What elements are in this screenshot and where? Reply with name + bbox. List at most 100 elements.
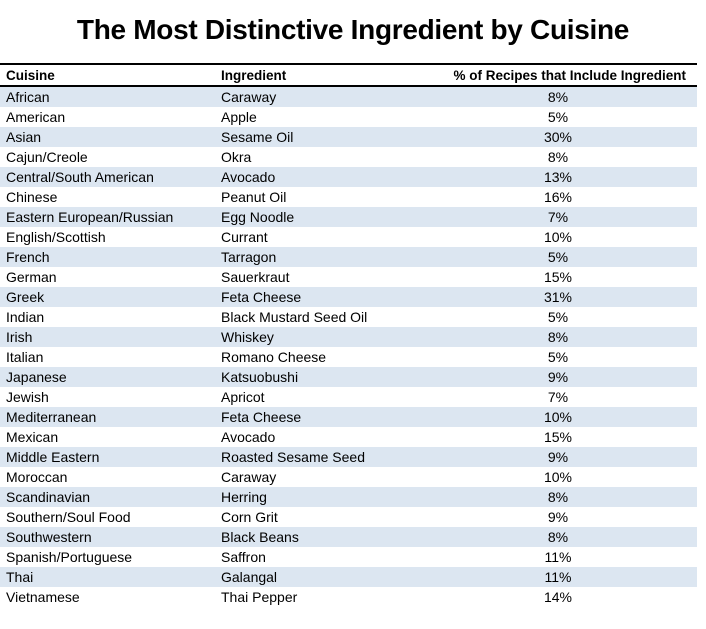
ingredient-cell: Peanut Oil bbox=[221, 189, 287, 205]
percent-cell: 11% bbox=[544, 549, 572, 565]
ingredient-cell: Feta Cheese bbox=[221, 407, 419, 427]
table-header: Cuisine Ingredient % of Recipes that Inc… bbox=[0, 63, 697, 87]
cuisine-cell: African bbox=[0, 86, 221, 107]
percent-cell: 7% bbox=[419, 207, 697, 227]
table-row: Irish Whiskey 8% bbox=[0, 327, 697, 347]
table-row: Jewish Apricot 7% bbox=[0, 387, 697, 407]
ingredient-cell: Galangal bbox=[221, 567, 419, 587]
cuisine-cell: Southern/Soul Food bbox=[6, 509, 131, 525]
cuisine-cell: Eastern European/Russian bbox=[0, 207, 221, 227]
percent-cell: 16% bbox=[543, 189, 573, 205]
table-row: Spanish/Portuguese Saffron 11% bbox=[0, 547, 697, 567]
table-row: German Sauerkraut 15% bbox=[0, 267, 697, 287]
table-row: English/Scottish Currant 10% bbox=[0, 227, 697, 247]
percent-cell: 9% bbox=[547, 509, 569, 525]
percent-cell: 15% bbox=[543, 429, 573, 445]
cuisine-cell: Cajun/Creole bbox=[6, 149, 88, 165]
percent-cell: 13% bbox=[419, 167, 697, 187]
cuisine-cell: Greek bbox=[0, 287, 221, 307]
percent-cell: 5% bbox=[547, 109, 569, 125]
cuisine-cell: English/Scottish bbox=[6, 229, 106, 245]
ingredient-cell: Tarragon bbox=[221, 247, 419, 267]
table-row: Thai Galangal 11% bbox=[0, 567, 697, 587]
percent-cell: 30% bbox=[419, 127, 697, 147]
ingredient-cell: Black Mustard Seed Oil bbox=[221, 309, 368, 325]
ingredient-cell: Apricot bbox=[221, 389, 265, 405]
column-header-cuisine: Cuisine bbox=[0, 63, 221, 87]
table-row: Japanese Katsuobushi 9% bbox=[0, 367, 697, 387]
cuisine-cell: American bbox=[6, 109, 66, 125]
cuisine-cell: French bbox=[0, 247, 221, 267]
cuisine-cell: Japanese bbox=[0, 367, 221, 387]
cuisine-cell: Indian bbox=[6, 309, 45, 325]
table-row: Mexican Avocado 15% bbox=[0, 427, 697, 447]
ingredient-cell: Herring bbox=[221, 487, 419, 507]
percent-cell: 7% bbox=[547, 389, 569, 405]
percent-cell: 8% bbox=[419, 487, 697, 507]
cuisine-cell: Asian bbox=[0, 127, 221, 147]
ingredient-cell: Apple bbox=[221, 109, 257, 125]
ingredient-cell: Sesame Oil bbox=[221, 127, 419, 147]
cuisine-cell: Scandinavian bbox=[0, 487, 221, 507]
cuisine-cell: Italian bbox=[6, 349, 44, 365]
ingredient-cell: Corn Grit bbox=[221, 509, 278, 525]
table-row: Middle Eastern Roasted Sesame Seed 9% bbox=[0, 447, 697, 467]
ingredient-cell: Thai Pepper bbox=[221, 589, 298, 605]
percent-cell: 15% bbox=[543, 269, 573, 285]
ingredient-cell: Feta Cheese bbox=[221, 287, 419, 307]
cuisine-cell: Southwestern bbox=[0, 527, 221, 547]
table-row: Cajun/Creole Okra 8% bbox=[0, 147, 697, 167]
ingredient-cell: Romano Cheese bbox=[221, 349, 327, 365]
table-row: American Apple 5% bbox=[0, 107, 697, 127]
table-row: Southern/Soul Food Corn Grit 9% bbox=[0, 507, 697, 527]
ingredient-cell: Okra bbox=[221, 149, 252, 165]
percent-cell: 31% bbox=[419, 287, 697, 307]
percent-cell: 11% bbox=[419, 567, 697, 587]
table-row: Chinese Peanut Oil 16% bbox=[0, 187, 697, 207]
table-row: Central/South American Avocado 13% bbox=[0, 167, 697, 187]
cuisine-cell: Moroccan bbox=[6, 469, 68, 485]
ingredient-cell: Avocado bbox=[221, 167, 419, 187]
ingredient-cell: Avocado bbox=[221, 429, 276, 445]
table-row: Eastern European/Russian Egg Noodle 7% bbox=[0, 207, 697, 227]
table-row: Moroccan Caraway 10% bbox=[0, 467, 697, 487]
cuisine-cell: Irish bbox=[0, 327, 221, 347]
column-header-percent: % of Recipes that Include Ingredient bbox=[419, 63, 697, 87]
table-row: Greek Feta Cheese 31% bbox=[0, 287, 697, 307]
percent-cell: 5% bbox=[419, 247, 697, 267]
percent-cell: 8% bbox=[419, 527, 697, 547]
ingredient-cell: Currant bbox=[221, 229, 268, 245]
cuisine-cell: Mediterranean bbox=[0, 407, 221, 427]
cuisine-cell: Chinese bbox=[6, 189, 58, 205]
percent-cell: 8% bbox=[419, 86, 697, 107]
ingredient-cell: Roasted Sesame Seed bbox=[221, 447, 419, 467]
percent-cell: 9% bbox=[419, 447, 697, 467]
cuisine-cell: Thai bbox=[0, 567, 221, 587]
percent-cell: 10% bbox=[419, 407, 697, 427]
ingredient-cell: Egg Noodle bbox=[221, 207, 419, 227]
cuisine-cell: Jewish bbox=[6, 389, 49, 405]
percent-cell: 5% bbox=[547, 309, 569, 325]
percent-cell: 5% bbox=[547, 349, 569, 365]
column-header-ingredient: Ingredient bbox=[221, 63, 419, 87]
table-row: Mediterranean Feta Cheese 10% bbox=[0, 407, 697, 427]
percent-cell: 14% bbox=[543, 589, 573, 605]
ingredient-cell: Caraway bbox=[221, 86, 419, 107]
cuisine-cell: Spanish/Portuguese bbox=[6, 549, 133, 565]
percent-cell: 8% bbox=[547, 149, 569, 165]
ingredient-cell: Katsuobushi bbox=[221, 367, 419, 387]
percent-cell: 10% bbox=[543, 229, 573, 245]
cuisine-cell: Middle Eastern bbox=[0, 447, 221, 467]
table-body: African Caraway 8% American Apple 5% Asian Sesa… bbox=[0, 86, 697, 607]
table-row: Italian Romano Cheese 5% bbox=[0, 347, 697, 367]
cuisine-cell: Vietnamese bbox=[6, 589, 80, 605]
cuisine-cell: Mexican bbox=[6, 429, 59, 445]
cuisine-cell: Central/South American bbox=[0, 167, 221, 187]
ingredient-cell: Whiskey bbox=[221, 327, 419, 347]
percent-cell: 10% bbox=[543, 469, 573, 485]
table-row: Southwestern Black Beans 8% bbox=[0, 527, 697, 547]
table-row: African Caraway 8% bbox=[0, 86, 697, 107]
table-row: French Tarragon 5% bbox=[0, 247, 697, 267]
percent-cell: 9% bbox=[419, 367, 697, 387]
table-row: Indian Black Mustard Seed Oil 5% bbox=[0, 307, 697, 327]
